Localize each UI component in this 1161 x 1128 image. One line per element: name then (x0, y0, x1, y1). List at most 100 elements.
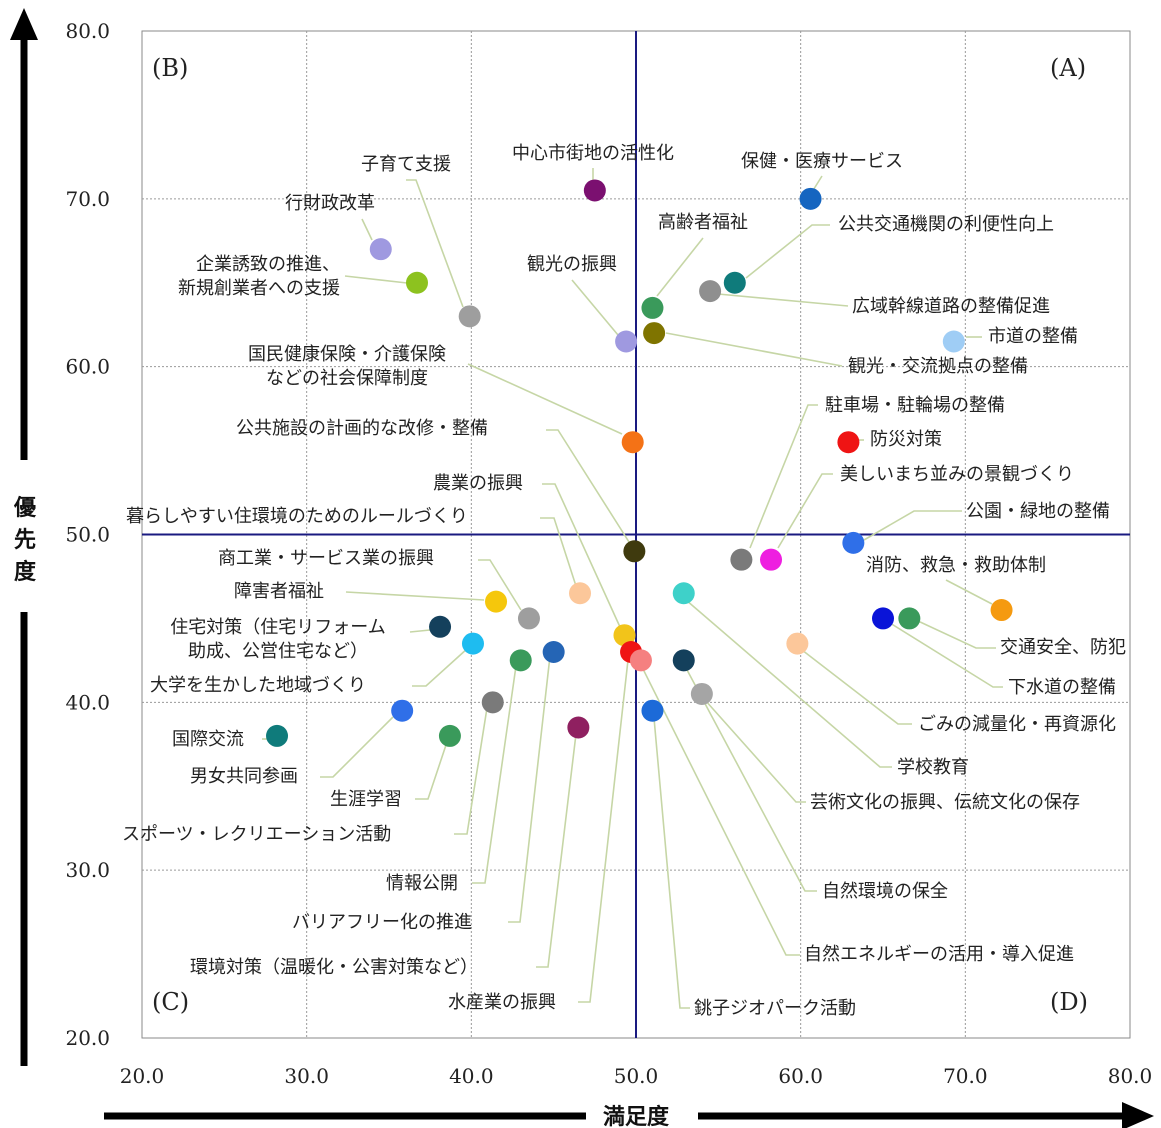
point-label: 防災対策 (870, 429, 942, 450)
data-point (786, 632, 809, 655)
x-axis-arrow (104, 1102, 1154, 1128)
leader-line (472, 665, 517, 884)
data-point (567, 716, 590, 739)
x-tick-label: 30.0 (284, 1064, 329, 1088)
point-label: 駐車場・駐輪場の整備 (825, 395, 1005, 416)
quadrant-label-a: (A) (1050, 54, 1086, 82)
leader-line (653, 717, 690, 1009)
leader-line (478, 559, 522, 611)
data-point (690, 682, 713, 705)
point-label: 保健・医療サービス (741, 151, 903, 172)
data-point (641, 699, 664, 722)
leader-line (641, 666, 800, 956)
point-label: 男女共同参画 (190, 766, 298, 787)
x-tick-label: 50.0 (614, 1064, 659, 1088)
x-tick-label: 20.0 (120, 1064, 165, 1088)
x-tick-label: 60.0 (778, 1064, 823, 1088)
data-point (898, 607, 921, 630)
quadrant-label-c: (C) (152, 988, 189, 1016)
point-label: 学校教育 (897, 757, 969, 778)
leader-line (542, 483, 621, 628)
point-label: 銚子ジオパーク活動 (694, 998, 856, 1019)
leader-line (945, 579, 993, 605)
point-label: 公共施設の計画的な改修・整備 (236, 418, 488, 439)
data-point (699, 280, 722, 303)
leader-line (412, 647, 469, 687)
y-tick-label: 50.0 (65, 523, 110, 547)
data-point (485, 590, 508, 613)
data-point (723, 271, 746, 294)
data-point (509, 649, 532, 672)
x-tick-label: 70.0 (943, 1064, 988, 1088)
data-point (405, 271, 428, 294)
data-point (760, 548, 783, 571)
point-label: 公園・緑地の整備 (966, 501, 1110, 522)
leader-line (467, 363, 623, 435)
data-point (641, 296, 664, 319)
point-label: 自然環境の保全 (822, 881, 948, 902)
data-point (672, 582, 695, 605)
data-point (569, 582, 592, 605)
point-label: 高齢者福祉 (658, 212, 748, 233)
leader-lines (262, 168, 1003, 1009)
data-point (542, 640, 565, 663)
data-point (730, 548, 753, 571)
point-label: 広域幹線道路の整備促進 (852, 296, 1050, 317)
point-labels: 中心市街地の活性化 保健・医療サービス 子育て支援行財政改革企業誘致の推進、新規創業… (122, 143, 1126, 1019)
data-point (369, 238, 392, 261)
data-point (643, 322, 666, 345)
data-point (461, 632, 484, 655)
leader-line (320, 716, 394, 778)
data-point (799, 187, 822, 210)
point-label: 暮らしやすい住環境のためのルールづくり (126, 506, 468, 527)
point-label: 国民健康保険・介護保険などの社会保障制度 (248, 344, 446, 389)
point-label: 観光・交流拠点の整備 (848, 356, 1028, 377)
x-axis-title: 満足度 (603, 1104, 670, 1128)
leader-line (749, 404, 818, 549)
data-points (266, 179, 1013, 747)
point-label: 自然エネルギーの活用・導入促進 (804, 944, 1074, 965)
y-tick-label: 70.0 (65, 187, 110, 211)
leader-line (415, 741, 448, 800)
data-point (872, 607, 894, 630)
point-label: 情報公開 (386, 873, 458, 894)
leader-line (361, 218, 373, 241)
data-point (438, 724, 461, 747)
point-label: 公共交通機関の利便性向上 (838, 214, 1054, 235)
point-label: 美しいまち並みの景観づくり (840, 464, 1074, 485)
quadrant-labels: (B) (A) (C) (D) (152, 54, 1088, 1016)
data-point (942, 330, 965, 353)
data-point (429, 615, 452, 638)
leader-line (345, 591, 485, 601)
point-label: 中心市街地の活性化 (512, 143, 674, 164)
point-label: 下水道の整備 (1008, 677, 1116, 698)
leader-line (508, 655, 551, 923)
leader-line (717, 293, 849, 307)
point-label: 水産業の振興 (448, 992, 556, 1013)
point-label: 消防、救急・救助体制 (866, 555, 1046, 576)
point-label: 観光の振興 (527, 254, 617, 275)
leader-line (745, 224, 830, 279)
reference-lines (142, 31, 1130, 1038)
point-label: 住宅対策（住宅リフォーム助成、公営住宅など） (170, 617, 385, 662)
y-tick-label: 40.0 (65, 690, 110, 714)
x-tick-label: 80.0 (1108, 1064, 1153, 1088)
point-label: 行財政改革 (285, 193, 375, 214)
leader-line (540, 517, 577, 587)
leader-line (546, 429, 630, 543)
point-label: 障害者福祉 (234, 581, 324, 602)
leader-line (536, 733, 577, 968)
tick-labels: 20.0 30.0 40.0 50.0 60.0 70.0 80.0 20.0 30.0 40.0… (65, 19, 1152, 1088)
data-point (842, 531, 865, 554)
data-point (266, 724, 289, 747)
data-point (623, 540, 646, 563)
leader-line (344, 275, 408, 284)
leader-line (704, 699, 806, 803)
leader-line (917, 620, 996, 649)
data-point (990, 599, 1013, 622)
point-label: 商工業・サービス業の振興 (218, 548, 434, 569)
point-label: ごみの減量化・再資源化 (918, 714, 1116, 735)
data-point (583, 179, 606, 202)
leader-line (863, 510, 962, 541)
x-tick-label: 40.0 (449, 1064, 494, 1088)
